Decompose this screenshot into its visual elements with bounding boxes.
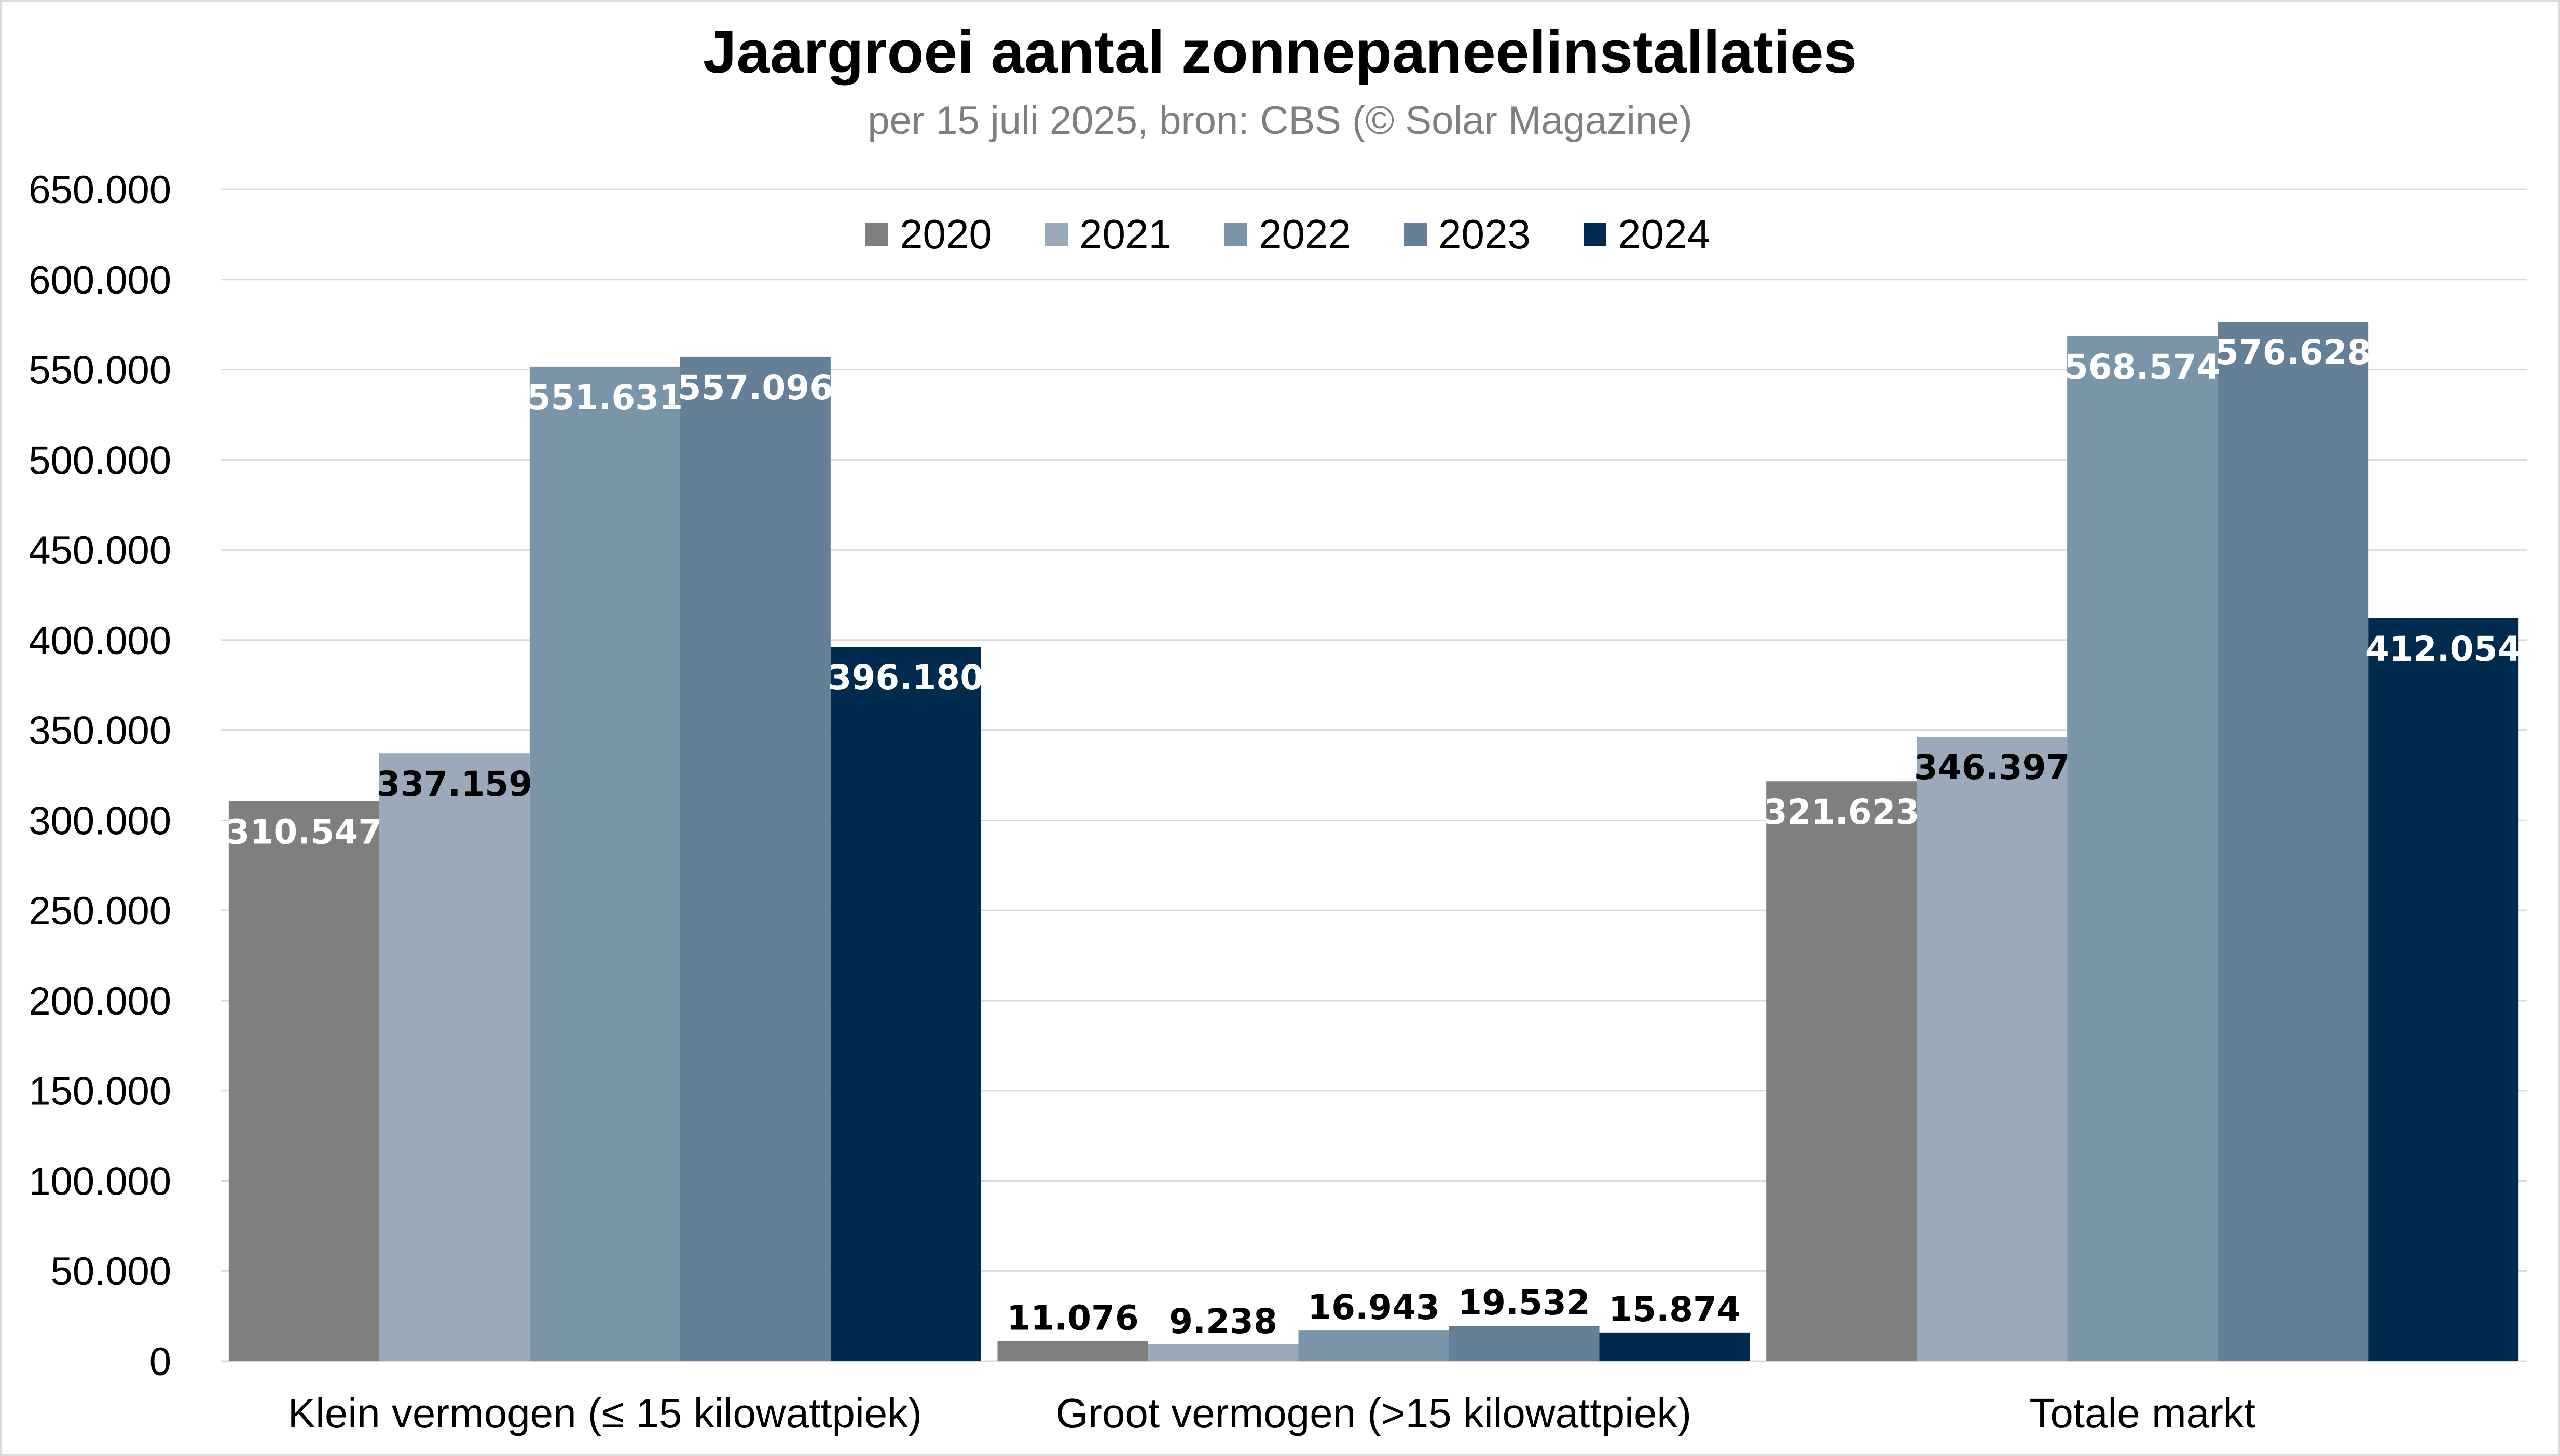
legend-label-2024: 2024: [1618, 211, 1710, 257]
y-tick-label: 600.000: [29, 258, 171, 302]
data-label: 9.238: [1169, 1301, 1277, 1341]
legend-swatch-2022: [1224, 223, 1247, 246]
bar-2020-cat-0: [228, 801, 379, 1361]
bar-2024-cat-0: [830, 647, 981, 1361]
y-tick-label: 350.000: [29, 709, 171, 753]
category-label: Totale markt: [2029, 1390, 2255, 1436]
data-label: 568.574: [2064, 347, 2221, 387]
data-label: 337.159: [377, 764, 533, 804]
y-tick-label: 100.000: [29, 1159, 171, 1203]
legend-swatch-2024: [1584, 223, 1606, 246]
y-tick-label: 300.000: [29, 799, 171, 843]
y-axis-tick-labels: 0 50.000 100.000 150.000 200.000 250.000 300.0…: [29, 168, 171, 1384]
chart-subtitle: per 15 juli 2025, bron: CBS (© Solar Mag…: [868, 99, 1692, 143]
data-label: 19.532: [1458, 1283, 1590, 1323]
y-tick-label: 450.000: [29, 529, 171, 573]
bar-2022-cat-0: [529, 366, 680, 1361]
category-label: Groot vermogen (>15 kilowattpiek): [1056, 1390, 1691, 1436]
y-tick-label: 200.000: [29, 979, 171, 1023]
data-label: 310.547: [226, 812, 382, 852]
legend-label-2021: 2021: [1079, 211, 1172, 257]
data-label: 557.096: [678, 368, 834, 408]
bar-2023-cat-1: [1449, 1326, 1600, 1361]
bar-2024-cat-2: [2368, 618, 2519, 1361]
bar-2021-cat-1: [1148, 1344, 1299, 1361]
y-tick-label: 50.000: [51, 1250, 171, 1294]
bar-2023-cat-0: [680, 356, 831, 1361]
bar-2021-cat-2: [1917, 737, 2068, 1361]
data-label: 576.628: [2215, 332, 2371, 372]
y-tick-label: 550.000: [29, 349, 171, 393]
bar-2020-cat-2: [1766, 781, 1917, 1361]
bar-2021-cat-0: [379, 753, 530, 1361]
legend-label-2022: 2022: [1259, 211, 1351, 257]
legend-swatch-2023: [1404, 223, 1427, 246]
category-label: Klein vermogen (≤ 15 kilowattpiek): [288, 1390, 922, 1436]
data-label: 346.397: [1914, 747, 2070, 787]
legend-label-2023: 2023: [1438, 211, 1531, 257]
data-label: 551.631: [527, 378, 683, 418]
y-tick-label: 250.000: [29, 889, 171, 933]
data-label: 15.874: [1608, 1289, 1741, 1329]
legend-swatch-2021: [1045, 223, 1068, 246]
data-label: 396.180: [828, 658, 984, 698]
data-label: 412.054: [2365, 629, 2522, 669]
bar-2022-cat-1: [1298, 1330, 1449, 1361]
bar-2024-cat-1: [1599, 1332, 1750, 1361]
bar-2022-cat-2: [2067, 336, 2218, 1361]
data-label: 11.076: [1007, 1298, 1139, 1338]
bar-2023-cat-2: [2218, 321, 2369, 1362]
y-tick-label: 500.000: [29, 438, 171, 482]
y-tick-label: 150.000: [29, 1070, 171, 1114]
legend-swatch-2020: [865, 223, 888, 246]
y-tick-label: 650.000: [29, 168, 171, 212]
legend-label-2020: 2020: [900, 211, 992, 257]
category-labels: Klein vermogen (≤ 15 kilowattpiek) Groot …: [288, 1390, 2255, 1436]
data-label: 16.943: [1307, 1287, 1440, 1327]
bar-2020-cat-1: [997, 1341, 1148, 1361]
chart-title: Jaargroei aantal zonnepaneelinstallaties: [703, 18, 1857, 86]
y-tick-label: 400.000: [29, 619, 171, 663]
data-label: 321.623: [1764, 792, 1920, 832]
bars: [228, 321, 2519, 1362]
y-tick-label: 0: [149, 1340, 171, 1384]
legend: 2020 2021 2022 2023 2024: [865, 211, 1710, 257]
